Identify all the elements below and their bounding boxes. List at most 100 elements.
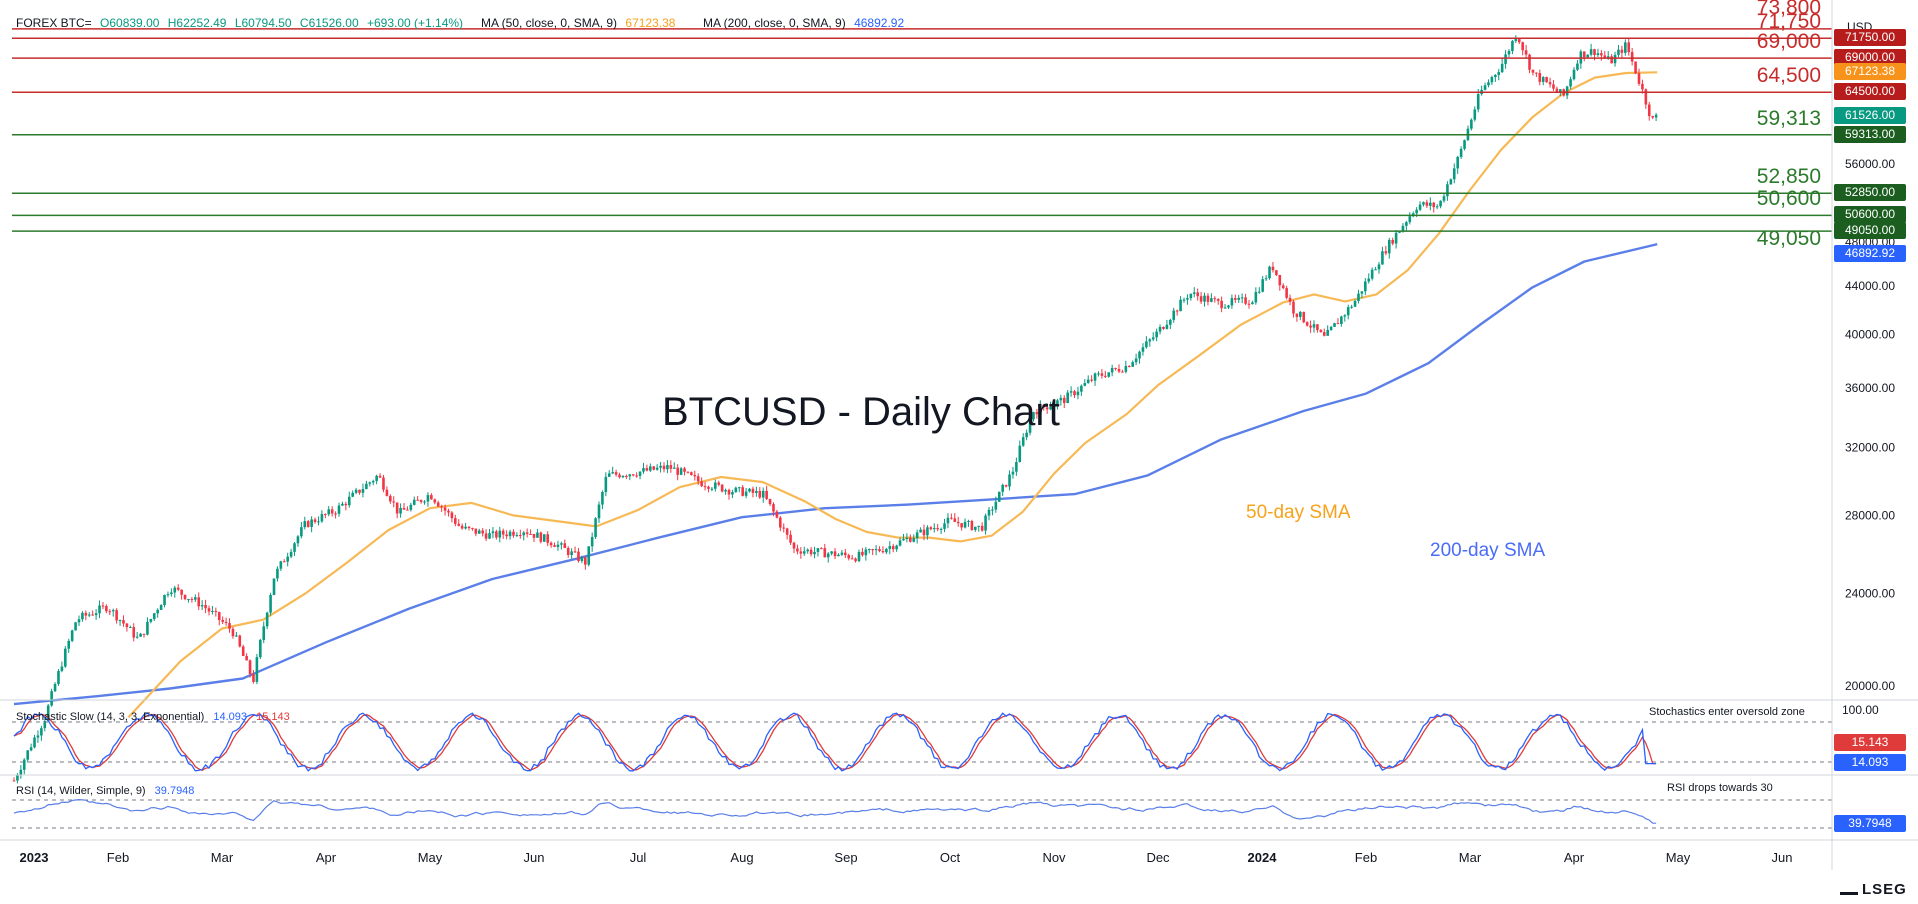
candle-body: [672, 467, 676, 469]
candle-body: [809, 549, 813, 555]
candle-body: [765, 490, 768, 499]
candle-body: [300, 527, 303, 537]
candle-body: [440, 506, 443, 508]
candle-body: [1189, 293, 1193, 299]
candle-body: [649, 466, 652, 471]
candle-body: [334, 513, 337, 515]
candle-body: [1172, 310, 1176, 320]
x-tick-label: Dec: [1146, 850, 1170, 865]
candle-body: [1459, 148, 1463, 157]
candle-body: [1083, 383, 1087, 386]
candle-body: [806, 549, 809, 552]
ma200-legend-label: MA (200, close, 0, SMA, 9): [703, 16, 846, 30]
candle-body: [1199, 296, 1203, 302]
candle-body: [1576, 63, 1579, 70]
open-value: O60839.00: [100, 16, 160, 30]
sma200-layer: [13, 243, 1658, 706]
chart-title: BTCUSD - Daily Chart: [662, 390, 1060, 434]
candle-body: [676, 467, 679, 475]
x-tick-label: Jun: [524, 850, 545, 865]
candle-body: [365, 483, 368, 490]
candle-body: [950, 517, 953, 519]
candle-body: [1449, 179, 1453, 185]
candle-body: [464, 526, 467, 529]
candle-body: [64, 648, 67, 667]
candle-body: [1295, 313, 1299, 317]
x-tick-label: Feb: [1355, 850, 1377, 865]
candle-body: [522, 532, 526, 536]
candle-body: [190, 599, 194, 601]
candle-body: [683, 468, 686, 472]
candle-body: [861, 551, 864, 556]
candle-body: [1504, 54, 1507, 64]
candle-body: [1569, 79, 1572, 87]
candle-body: [1114, 368, 1117, 370]
candle-body: [471, 528, 474, 530]
candle-body: [1069, 391, 1073, 393]
candle-body: [515, 535, 519, 537]
candle-body: [1216, 299, 1220, 301]
candle-body: [139, 633, 142, 637]
candle-body: [820, 548, 823, 550]
rsi-layer: [12, 798, 1832, 829]
candle-body: [1281, 285, 1285, 289]
x-tick-label: Aug: [730, 850, 753, 865]
candle-body: [789, 534, 792, 543]
candle-body: [1039, 404, 1042, 415]
candle-body: [392, 501, 396, 503]
candle-body: [1435, 206, 1439, 208]
candle-body: [87, 614, 91, 616]
candle-body: [525, 532, 529, 534]
candle-body: [354, 489, 358, 493]
candle-body: [1237, 297, 1241, 300]
candle-body: [228, 623, 231, 629]
sma50-layer: [127, 71, 1658, 719]
candle-body: [570, 551, 573, 555]
ma200-legend: MA (200, close, 0, SMA, 9) 46892.92: [703, 16, 909, 30]
candle-body: [419, 500, 423, 502]
candle-body: [823, 548, 827, 558]
candle-body: [488, 533, 491, 539]
candle-body: [939, 528, 943, 530]
candle-body: [423, 501, 426, 503]
candle-body: [874, 549, 878, 551]
candle-body: [19, 769, 23, 776]
candle-body: [1278, 275, 1282, 286]
candle-body: [194, 597, 197, 600]
candle-body: [1018, 445, 1022, 462]
candle-body: [457, 523, 461, 526]
candle-body: [84, 612, 88, 616]
candle-body: [1425, 202, 1429, 206]
candle-body: [539, 532, 543, 542]
candle-body: [1186, 298, 1189, 300]
candle-body: [799, 551, 803, 554]
candle-body: [443, 507, 447, 511]
candle-body: [1326, 329, 1329, 336]
candle-body: [272, 578, 276, 595]
candle-body: [1141, 347, 1145, 352]
candle-body: [885, 548, 888, 553]
candle-body: [628, 474, 632, 477]
candle-body: [1121, 371, 1124, 373]
candle-body: [1021, 437, 1025, 446]
candle-body: [1312, 324, 1316, 328]
candle-body: [1654, 114, 1658, 118]
ma200-legend-value: 46892.92: [854, 16, 905, 30]
y-tick-label: 20000.00: [1845, 679, 1895, 693]
candle-body: [248, 660, 252, 675]
candle-body: [221, 619, 224, 622]
candle-body: [956, 521, 960, 524]
candle-body: [1634, 61, 1637, 74]
candle-body: [936, 528, 939, 530]
candle-body: [744, 491, 748, 496]
candle-body: [1076, 391, 1080, 396]
candle-body: [1104, 375, 1107, 377]
candle-body: [1541, 77, 1545, 82]
candle-body: [91, 614, 94, 616]
candle-body: [1257, 291, 1261, 293]
candle-body: [447, 510, 450, 513]
candle-body: [1572, 69, 1576, 80]
candle-body: [912, 538, 916, 542]
candle-body: [1093, 373, 1097, 381]
low-value: L60794.50: [234, 16, 292, 30]
